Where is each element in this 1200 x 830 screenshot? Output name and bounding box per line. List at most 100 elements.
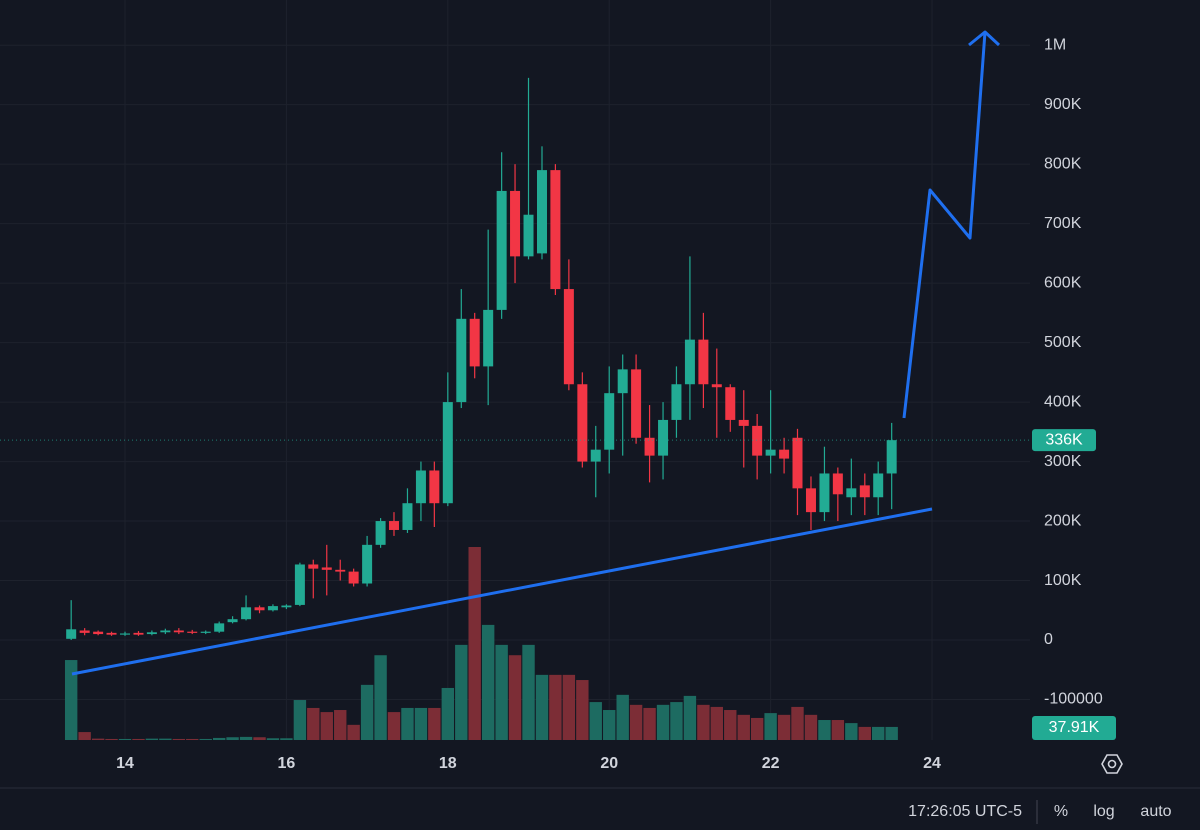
y-tick-label: 100K	[1044, 572, 1082, 589]
y-tick-label: 700K	[1044, 215, 1082, 232]
log-toggle[interactable]: log	[1093, 803, 1114, 820]
volume-bar	[616, 694, 629, 740]
candle-body	[173, 630, 184, 633]
last-price-box	[1032, 429, 1096, 452]
volume-bar	[159, 738, 172, 740]
y-tick-label: -100000	[1044, 691, 1103, 708]
last-price-label: 336K	[1045, 431, 1083, 448]
last-volume-label: 37.91K	[1049, 719, 1100, 736]
candle-body	[711, 384, 722, 388]
candle-body	[120, 633, 131, 635]
volume-bar	[576, 680, 589, 740]
volume-bar	[589, 702, 602, 740]
volume-bar	[791, 706, 804, 740]
candle-body	[523, 214, 534, 257]
volume-bar	[441, 687, 455, 740]
candle-body	[429, 470, 440, 504]
candle-body	[617, 369, 628, 394]
candle-body	[510, 190, 521, 257]
candle-body	[200, 631, 211, 633]
volume-bar	[804, 714, 818, 740]
volume-bar	[199, 738, 212, 740]
x-tick-label: 24	[923, 755, 941, 772]
candle-body	[886, 440, 897, 474]
candle-body	[805, 488, 816, 513]
volume-bar	[750, 717, 764, 740]
volume-bar	[360, 684, 374, 740]
candle-body	[483, 309, 494, 367]
settings-icon[interactable]	[1101, 754, 1123, 774]
volume-bar	[387, 712, 401, 740]
volume-bar	[508, 655, 522, 740]
candle-body	[644, 437, 655, 456]
volume-bar	[656, 704, 670, 740]
candle-body	[187, 631, 198, 633]
candle-body	[388, 521, 399, 530]
trendline	[71, 507, 933, 676]
volume-bar	[307, 707, 320, 740]
y-tick-label: 300K	[1044, 453, 1082, 470]
y-tick-label: 900K	[1044, 96, 1082, 113]
volume-bar	[629, 704, 643, 740]
candle-body	[496, 190, 507, 310]
volume-bar	[401, 707, 414, 740]
volume-bar	[212, 737, 226, 740]
volume-bar	[724, 710, 737, 740]
volume-bar	[428, 707, 441, 740]
clock: 17:26:05 UTC-5	[908, 803, 1022, 820]
volume-bar	[481, 624, 495, 740]
volume-bar	[535, 674, 549, 740]
volume-bar	[132, 738, 145, 740]
arrow-head	[968, 30, 1001, 47]
candle-body	[321, 567, 332, 570]
volume-bar	[603, 710, 616, 740]
candle-body	[859, 485, 870, 498]
volume-bar	[145, 738, 159, 740]
candle-body	[725, 387, 736, 420]
candle-body	[604, 393, 615, 450]
volume-bar	[858, 726, 872, 740]
candle-body	[671, 384, 682, 420]
candle-body	[752, 425, 763, 456]
volume-bar	[468, 547, 481, 740]
volume-bar	[885, 726, 898, 740]
candle-body	[241, 607, 252, 620]
volume-bar	[414, 707, 428, 740]
volume-bar	[710, 706, 723, 740]
candle-body	[469, 318, 480, 367]
candle-body	[873, 473, 884, 498]
volume-bar	[777, 714, 791, 740]
volume-bar	[280, 738, 293, 740]
candle-body	[684, 339, 695, 385]
x-tick-label: 16	[278, 755, 296, 772]
volume-bar	[239, 736, 253, 740]
volume-bar	[64, 660, 78, 740]
y-tick-label: 1M	[1044, 36, 1066, 53]
percent-toggle[interactable]: %	[1054, 803, 1068, 820]
volume-bar	[455, 644, 468, 740]
volume-bar	[105, 738, 118, 740]
x-tick-label: 14	[116, 755, 134, 772]
candle-body	[348, 571, 359, 584]
candle-body	[536, 170, 547, 254]
candle-body	[658, 419, 669, 456]
volume-bar	[374, 655, 387, 740]
candle-body	[590, 449, 601, 462]
candle-body	[442, 402, 453, 504]
candle-body	[819, 473, 830, 513]
candle-body	[308, 564, 319, 569]
candle-body	[66, 629, 77, 639]
candle-body	[832, 473, 843, 495]
y-tick-label: 800K	[1044, 155, 1082, 172]
x-tick-label: 22	[762, 755, 780, 772]
y-tick-label: 400K	[1044, 393, 1082, 410]
candle-body	[738, 419, 749, 426]
volume-bar	[549, 674, 562, 740]
auto-toggle[interactable]: auto	[1140, 803, 1171, 820]
volume-bar	[78, 732, 91, 740]
volume-bar	[226, 737, 239, 740]
candle-body	[402, 503, 413, 530]
candle-body	[214, 623, 225, 632]
candle-body	[577, 384, 588, 462]
